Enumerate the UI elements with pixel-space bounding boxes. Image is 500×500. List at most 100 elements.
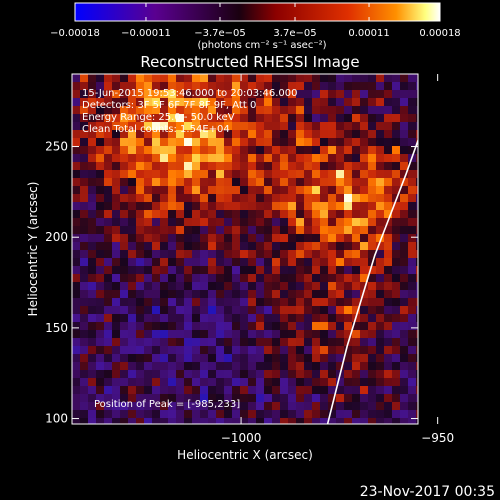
heatmap-cell (144, 226, 153, 235)
heatmap-cell (232, 402, 241, 411)
heatmap-cell (400, 178, 409, 187)
heatmap-cell (224, 290, 233, 299)
heatmap-cell (200, 346, 209, 355)
heatmap-cell (280, 154, 289, 163)
heatmap-cell (136, 338, 145, 347)
heatmap-cell (216, 306, 225, 315)
heatmap-cell (336, 394, 345, 403)
heatmap-cell (144, 330, 153, 339)
heatmap-cell (200, 170, 209, 179)
heatmap-cell (248, 226, 257, 235)
heatmap-cell (192, 282, 201, 291)
heatmap-cell (120, 106, 129, 115)
heatmap-cell (336, 194, 345, 203)
heatmap-cell (408, 410, 417, 419)
heatmap-cell (264, 90, 273, 99)
heatmap-cell (352, 346, 361, 355)
heatmap-cell (264, 386, 273, 395)
heatmap-cell (368, 218, 377, 227)
heatmap-cell (368, 194, 377, 203)
heatmap-cell (136, 154, 145, 163)
heatmap-cell (152, 194, 161, 203)
heatmap-cell (136, 330, 145, 339)
heatmap-cell (192, 370, 201, 379)
heatmap-cell (288, 74, 297, 83)
heatmap-cell (352, 394, 361, 403)
heatmap-cell (256, 394, 265, 403)
heatmap-cell (296, 346, 305, 355)
heatmap-cell (368, 378, 377, 387)
heatmap-cell (136, 226, 145, 235)
heatmap-cell (240, 178, 249, 187)
heatmap-cell (168, 242, 177, 251)
heatmap-cell (168, 282, 177, 291)
heatmap-cell (72, 410, 81, 419)
heatmap-cell (80, 122, 89, 131)
heatmap-cell (240, 138, 249, 147)
heatmap-cell (136, 98, 145, 107)
heatmap-cell (264, 306, 273, 315)
heatmap-cell (320, 242, 329, 251)
heatmap-cell (408, 130, 417, 139)
heatmap-cell (232, 154, 241, 163)
heatmap-cell (304, 186, 313, 195)
heatmap-cell (240, 282, 249, 291)
heatmap-cell (120, 354, 129, 363)
heatmap-cell (216, 266, 225, 275)
heatmap-cell (104, 170, 113, 179)
heatmap-cell (72, 346, 81, 355)
heatmap-cell (152, 218, 161, 227)
heatmap-cell (320, 226, 329, 235)
heatmap-cell (336, 218, 345, 227)
heatmap-cell (152, 330, 161, 339)
heatmap-cell (328, 378, 337, 387)
heatmap-cell (392, 378, 401, 387)
heatmap-cell (128, 378, 137, 387)
heatmap-cell (216, 162, 225, 171)
heatmap-cell (168, 314, 177, 323)
heatmap-cell (208, 202, 217, 211)
heatmap-cell (104, 338, 113, 347)
heatmap-cell (360, 74, 369, 83)
heatmap-cell (72, 210, 81, 219)
heatmap-cell (296, 322, 305, 331)
heatmap-cell (216, 170, 225, 179)
heatmap-cell (136, 362, 145, 371)
heatmap-cell (200, 362, 209, 371)
heatmap-cell (408, 338, 417, 347)
colorbar-tick-label: −0.00011 (121, 28, 171, 39)
heatmap-cell (256, 178, 265, 187)
heatmap-cell (272, 210, 281, 219)
heatmap-cell (384, 106, 393, 115)
heatmap-cell (96, 218, 105, 227)
heatmap-cell (264, 98, 273, 107)
heatmap-cell (328, 234, 337, 243)
heatmap-cell (128, 250, 137, 259)
heatmap-cell (168, 130, 177, 139)
heatmap-cell (392, 162, 401, 171)
heatmap-cell (280, 226, 289, 235)
heatmap-cell (384, 130, 393, 139)
heatmap-cell (392, 242, 401, 251)
heatmap-cell (272, 290, 281, 299)
heatmap-cell (392, 82, 401, 91)
heatmap-cell (112, 138, 121, 147)
heatmap-cell (408, 354, 417, 363)
heatmap-cell (200, 74, 209, 83)
heatmap-cell (224, 146, 233, 155)
heatmap-cell (136, 74, 145, 83)
heatmap-cell (136, 218, 145, 227)
heatmap-cell (216, 354, 225, 363)
heatmap-cell (328, 202, 337, 211)
heatmap-cell (216, 138, 225, 147)
heatmap-cell (216, 314, 225, 323)
heatmap-cell (256, 290, 265, 299)
heatmap-cell (296, 418, 305, 424)
heatmap-cell (376, 362, 385, 371)
heatmap-cell (248, 354, 257, 363)
heatmap-cell (256, 314, 265, 323)
heatmap-cell (400, 218, 409, 227)
heatmap-cell (104, 274, 113, 283)
heatmap-cell (200, 378, 209, 387)
heatmap-cell (344, 122, 353, 131)
